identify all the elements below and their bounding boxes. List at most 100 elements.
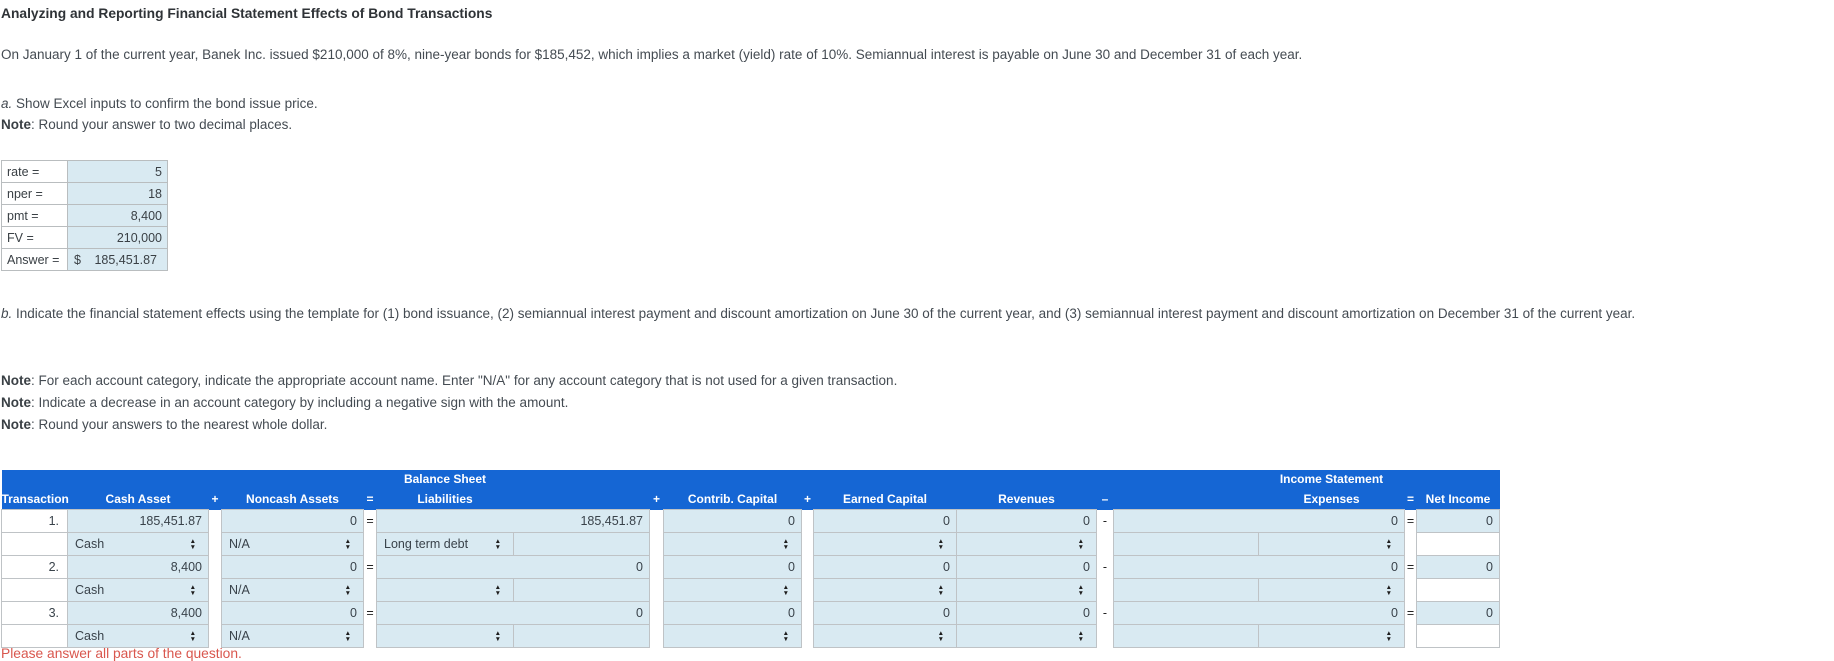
expenses-account-select[interactable]: ▲ ▼ [1258,624,1405,648]
expenses-amount-input[interactable]: 0 [1113,509,1405,533]
separator [801,624,814,648]
separator [801,555,814,579]
noncash-amount-input[interactable]: 0 [221,601,364,625]
dropdown-spinner-icon: ▲ ▼ [1385,629,1392,643]
dropdown-spinner-icon: ▲ ▼ [189,583,196,597]
select-value: Cash [75,583,105,597]
liabilities-account-select[interactable]: Long term debt ▲ ▼ [376,532,514,556]
transaction-number-spacer [1,624,68,648]
net-income-amount-input[interactable]: 0 [1416,509,1500,533]
fv-input[interactable]: 210,000 [67,226,168,249]
separator [363,578,377,602]
part-b-instruction: b. Indicate the financial statement effe… [1,303,1799,325]
separator [1404,578,1417,602]
liabilities-account-select[interactable]: ▲ ▼ [376,578,514,602]
rate-input[interactable]: 5 [67,160,168,183]
cash-amount-input[interactable]: 8,400 [67,601,209,625]
earned-capital-amount-input[interactable]: 0 [813,601,957,625]
liabilities-account-select[interactable]: ▲ ▼ [376,624,514,648]
noncash-account-select[interactable]: N/A ▲ ▼ [221,532,364,556]
liabilities-amount-input[interactable]: 0 [376,601,650,625]
col-header-liabilities: Liabilities [376,488,514,510]
expenses-account-select[interactable]: ▲ ▼ [1258,578,1405,602]
minus-operator: - [1096,509,1114,533]
nper-input[interactable]: 18 [67,182,168,205]
cash-amount-input[interactable]: 8,400 [67,555,209,579]
expenses-account-select[interactable]: ▲ ▼ [1258,532,1405,556]
liabilities-amount-input[interactable]: 185,451.87 [376,509,650,533]
expenses-amount-input[interactable]: 0 [1113,555,1405,579]
note-text: : Round your answers to the nearest whol… [31,417,328,432]
contrib-capital-account-select[interactable]: ▲ ▼ [663,532,802,556]
earned-capital-account-select[interactable]: ▲ ▼ [813,624,957,648]
fse-template-table: Balance Sheet Income Statement Transacti… [1,470,1500,648]
expenses-amount-input[interactable]: 0 [1113,601,1405,625]
note-line: Note: Round your answers to the nearest … [1,414,897,436]
note-text: : For each account category, indicate th… [31,373,898,388]
select-value: Cash [75,537,105,551]
group-header-spacer [1404,470,1500,488]
separator [1096,578,1114,602]
dropdown-spinner-icon: ▲ ▼ [782,583,789,597]
minus-operator: - [1096,555,1114,579]
dropdown-spinner-icon: ▲ ▼ [937,537,944,551]
cash-account-select[interactable]: Cash ▲ ▼ [67,578,209,602]
revenues-amount-input[interactable]: 0 [956,601,1097,625]
separator [208,555,222,579]
revenues-amount-input[interactable]: 0 [956,509,1097,533]
revenues-account-select[interactable]: ▲ ▼ [956,578,1097,602]
liabilities-amount-input[interactable]: 0 [376,555,650,579]
earned-capital-amount-input[interactable]: 0 [813,555,957,579]
col-header-plus: + [801,488,814,510]
col-header-equals: = [1404,488,1417,510]
contrib-capital-account-select[interactable]: ▲ ▼ [663,578,802,602]
separator [801,532,814,556]
net-income-amount-input[interactable]: 0 [1416,555,1500,579]
transaction-number: 1. [1,509,68,533]
earned-capital-amount-input[interactable]: 0 [813,509,957,533]
contrib-capital-account-select[interactable]: ▲ ▼ [663,624,802,648]
cash-account-select[interactable]: Cash ▲ ▼ [67,532,209,556]
answer-input[interactable]: $ 185,451.87 [67,248,168,271]
separator [649,601,664,625]
noncash-amount-input[interactable]: 0 [221,509,364,533]
net-income-amount-input[interactable]: 0 [1416,601,1500,625]
net-income-spacer-cell [1416,578,1500,602]
separator [1096,532,1114,556]
separator [649,578,664,602]
balance-sheet-group-header: Balance Sheet [376,470,514,488]
earned-capital-account-select[interactable]: ▲ ▼ [813,532,957,556]
noncash-account-select[interactable]: N/A ▲ ▼ [221,624,364,648]
transaction-1-account-row: Cash ▲ ▼ N/A ▲ ▼ Long term debt ▲ ▼ ▲ ▼ ▲ ▼ ▲ ▼ ▲… [1,532,1500,556]
cash-amount-input[interactable]: 185,451.87 [67,509,209,533]
col-header-contrib-capital: Contrib. Capital [663,488,802,510]
cash-account-select[interactable]: Cash ▲ ▼ [67,624,209,648]
noncash-amount-input[interactable]: 0 [221,555,364,579]
separator [208,509,222,533]
excel-row-rate: rate = 5 [1,160,168,183]
transaction-number-spacer [1,532,68,556]
net-income-spacer-cell [1416,532,1500,556]
dropdown-spinner-icon: ▲ ▼ [1077,629,1084,643]
page-title: Analyzing and Reporting Financial Statem… [1,6,493,21]
revenues-account-select[interactable]: ▲ ▼ [956,532,1097,556]
col-header-cash-asset: Cash Asset [67,488,209,510]
revenues-amount-input[interactable]: 0 [956,555,1097,579]
contrib-capital-amount-input[interactable]: 0 [663,601,802,625]
pmt-input[interactable]: 8,400 [67,204,168,227]
earned-capital-account-select[interactable]: ▲ ▼ [813,578,957,602]
currency-symbol: $ [74,252,81,267]
contrib-capital-amount-input[interactable]: 0 [663,555,802,579]
contrib-capital-amount-input[interactable]: 0 [663,509,802,533]
dropdown-spinner-icon: ▲ ▼ [937,629,944,643]
select-value: Long term debt [384,537,469,551]
expenses-filler-cell [1113,624,1259,648]
noncash-account-select[interactable]: N/A ▲ ▼ [221,578,364,602]
excel-row-fv: FV = 210,000 [1,226,168,249]
dropdown-spinner-icon: ▲ ▼ [1385,537,1392,551]
group-header-spacer [1,470,377,488]
revenues-account-select[interactable]: ▲ ▼ [956,624,1097,648]
separator [801,578,814,602]
note-prefix: Note [1,417,31,432]
dropdown-spinner-icon: ▲ ▼ [344,629,351,643]
